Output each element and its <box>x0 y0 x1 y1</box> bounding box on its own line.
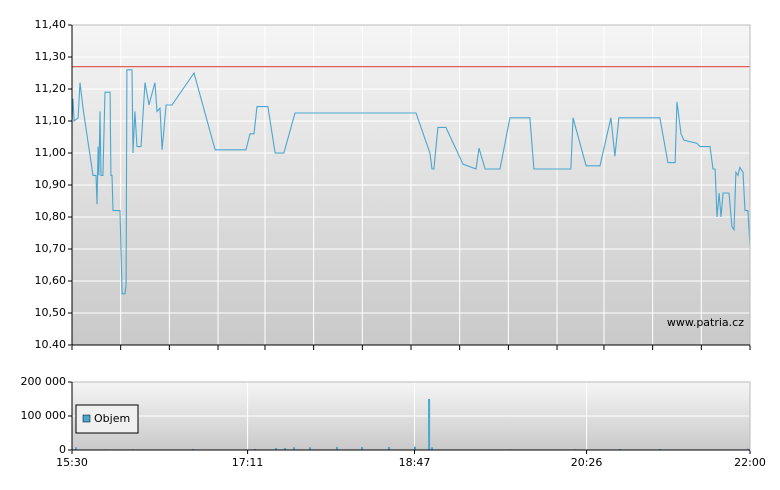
legend-swatch <box>82 414 91 423</box>
y-tick-label: 10,70 <box>35 242 67 255</box>
legend: Objem <box>75 404 139 434</box>
volume-bar <box>428 399 431 450</box>
y-tick-label: 11,30 <box>35 50 67 63</box>
x-tick-label: 22:00 <box>734 456 766 469</box>
y-tick-label: 200 000 <box>21 375 67 388</box>
y-tick-label: 11,00 <box>35 146 67 159</box>
y-tick-label: 11,20 <box>35 82 67 95</box>
volume-bar <box>254 448 257 450</box>
x-tick-label: 17:11 <box>232 456 264 469</box>
y-tick-label: 11,10 <box>35 114 67 127</box>
volume-bar <box>658 448 661 450</box>
y-tick-label: 10,60 <box>35 274 67 287</box>
volume-bar <box>413 446 416 450</box>
volume-bar <box>335 446 338 450</box>
y-tick-label: 10,90 <box>35 178 67 191</box>
x-tick-label: 15:30 <box>56 456 88 469</box>
watermark: www.patria.cz <box>667 316 744 329</box>
x-tick-label: 18:47 <box>399 456 431 469</box>
legend-label: Objem <box>94 412 130 425</box>
volume-bar <box>308 447 311 450</box>
volume-bar <box>283 447 286 450</box>
volume-bar <box>275 447 278 450</box>
price-line <box>71 69 751 295</box>
volume-bar <box>618 448 621 450</box>
volume-bar <box>360 446 363 450</box>
x-tick-label: 20:26 <box>571 456 603 469</box>
y-tick-label: 10.40 <box>35 338 67 351</box>
y-tick-label: 100 000 <box>21 409 67 422</box>
volume-bar <box>191 448 194 450</box>
volume-bar <box>431 447 434 450</box>
y-tick-label: 0 <box>59 443 66 456</box>
y-tick-label: 10,80 <box>35 210 67 223</box>
volume-bar <box>387 446 390 450</box>
volume-bar <box>746 448 749 450</box>
y-tick-label: 11,40 <box>35 18 67 31</box>
volume-bar <box>74 447 77 450</box>
y-tick-label: 10,50 <box>35 306 67 319</box>
volume-bar <box>293 447 296 450</box>
